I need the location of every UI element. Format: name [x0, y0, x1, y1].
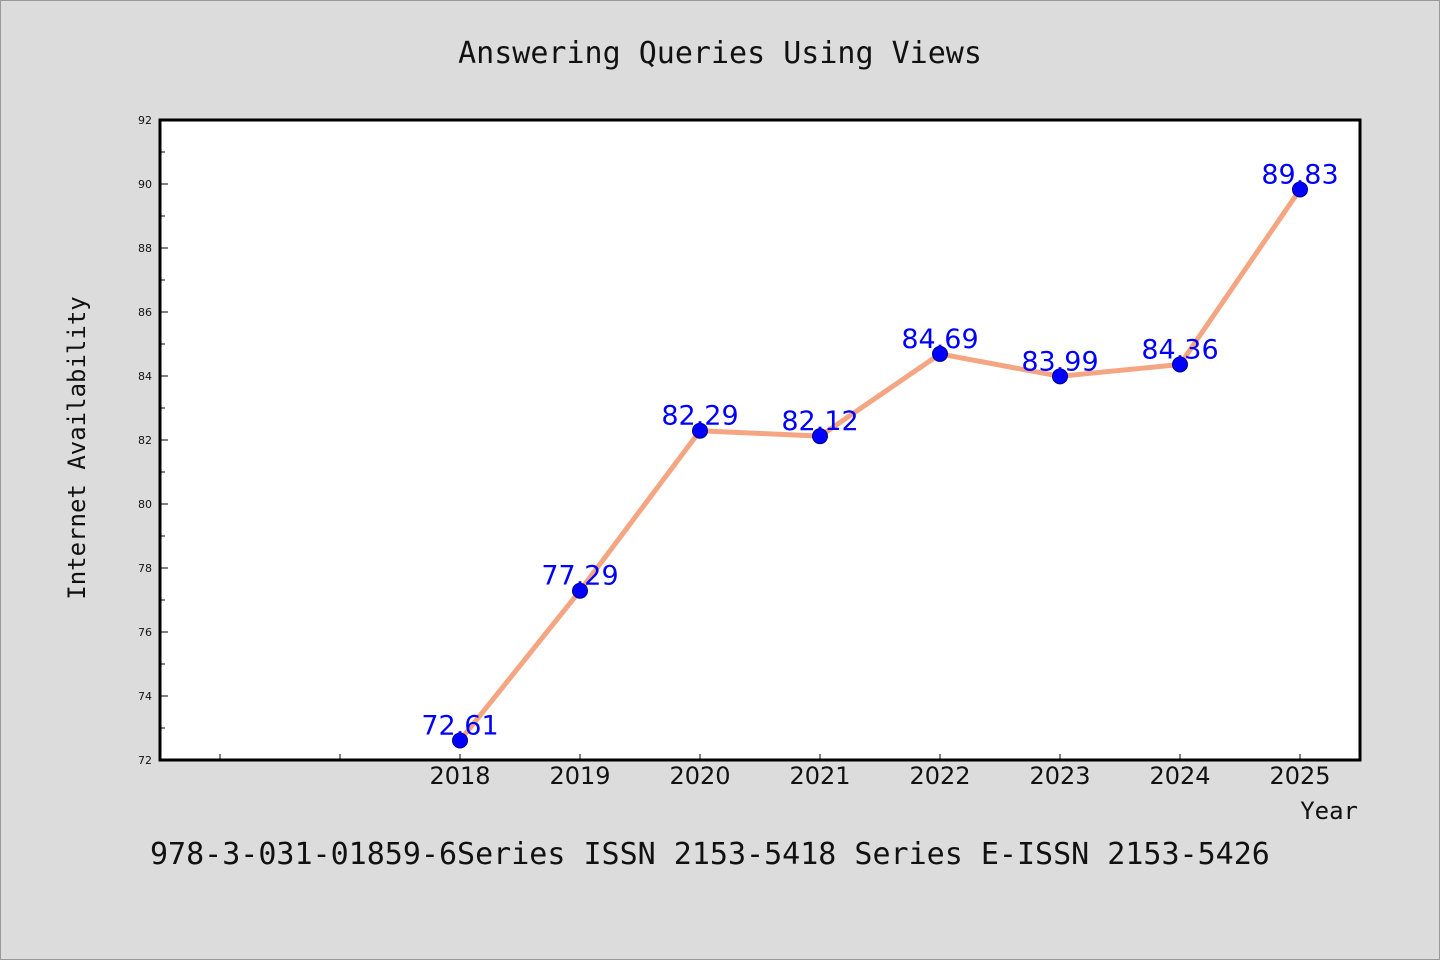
data-label: 84.36 — [1141, 334, 1218, 365]
y-tick-label: 74 — [138, 690, 152, 703]
x-tick-label: 2023 — [1029, 762, 1090, 790]
data-point — [1172, 356, 1188, 373]
x-tick-label: 2019 — [549, 762, 610, 790]
data-label: 82.29 — [661, 401, 738, 432]
x-tick-label: 2021 — [789, 762, 850, 790]
y-tick-label: 72 — [138, 754, 152, 767]
data-point — [452, 732, 468, 749]
x-tick-label: 2018 — [429, 762, 490, 790]
y-tick-label: 88 — [138, 242, 152, 255]
y-tick-label: 78 — [138, 562, 152, 575]
data-point — [692, 422, 708, 439]
series-layer: 72.61 77.29 82.29 82.12 84.69 83.99 84.36 89.83 — [421, 159, 1339, 749]
data-point — [1052, 368, 1068, 385]
plot-area — [160, 120, 1360, 760]
data-label: 83.99 — [1021, 346, 1098, 377]
data-label: 89.83 — [1261, 159, 1338, 190]
y-tick-label: 84 — [138, 370, 152, 383]
y-tick-label: 86 — [138, 306, 152, 319]
data-label: 72.61 — [421, 710, 498, 741]
y-tick-label: 92 — [138, 114, 152, 127]
y-tick-label: 76 — [138, 626, 152, 639]
data-label: 82.12 — [781, 406, 858, 437]
data-point — [932, 345, 948, 362]
x-axis-label: Year — [1300, 797, 1358, 825]
y-tick-label: 82 — [138, 434, 152, 447]
y-tick-label: 80 — [138, 498, 152, 511]
series-line — [457, 186, 1303, 743]
plot-border — [158, 118, 1362, 762]
y-tick-label: 90 — [138, 178, 152, 191]
data-label: 77.29 — [541, 561, 618, 592]
data-point — [812, 428, 828, 445]
x-tick-label: 2022 — [909, 762, 970, 790]
footer-text: 978-3-031-01859-6Series ISSN 2153-5418 S… — [150, 837, 1270, 872]
data-label: 84.69 — [901, 324, 978, 355]
x-tick-label: 2025 — [1269, 762, 1330, 790]
x-tick-label: 2020 — [669, 762, 730, 790]
data-point — [572, 582, 588, 599]
x-axis: 2018 2019 2020 2021 2022 2023 2024 2025 — [219, 754, 1331, 790]
chart-title: Answering Queries Using Views — [458, 36, 982, 71]
y-axis-label: Internet Availability — [63, 296, 91, 599]
x-tick-label: 2024 — [1149, 762, 1210, 790]
data-point — [1292, 181, 1308, 198]
